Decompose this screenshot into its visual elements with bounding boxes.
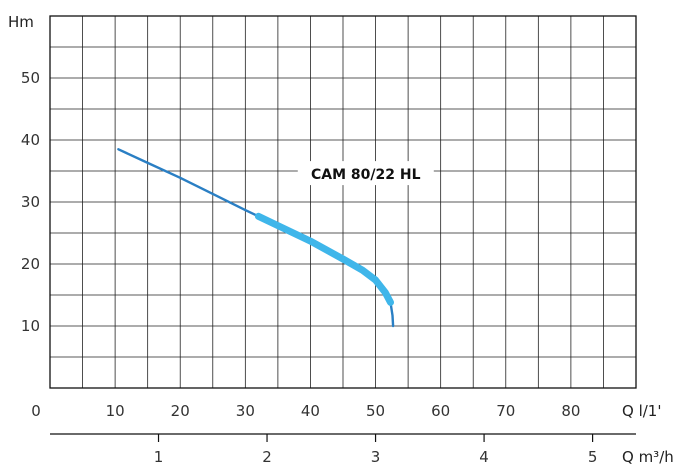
x2-tick-label: 4 bbox=[479, 448, 489, 466]
x-tick-label: 60 bbox=[431, 402, 450, 420]
x-tick-label: 40 bbox=[301, 402, 320, 420]
y-axis-title: Hm bbox=[8, 13, 34, 31]
label-layer: Hm 10 20 30 40 50 0 10 20 30 40 50 60 70 80 Q l/1' 1 2 3 4 5… bbox=[8, 13, 674, 466]
y-tick-label: 20 bbox=[21, 255, 40, 273]
x-tick-label: 30 bbox=[236, 402, 255, 420]
x-tick-label: 0 bbox=[31, 402, 41, 420]
x2-tick-label: 1 bbox=[154, 448, 164, 466]
x2-tick-label: 2 bbox=[262, 448, 272, 466]
x-tick-label: 70 bbox=[496, 402, 515, 420]
x-tick-label: 10 bbox=[106, 402, 125, 420]
y-tick-label: 10 bbox=[21, 317, 40, 335]
y-tick-label: 30 bbox=[21, 193, 40, 211]
series-marks bbox=[117, 148, 395, 328]
x-tick-label: 80 bbox=[561, 402, 580, 420]
secondary-x-tick-marks bbox=[157, 434, 594, 442]
y-tick-label: 40 bbox=[21, 131, 40, 149]
plot-frame bbox=[49, 15, 637, 389]
y-tick-label: 50 bbox=[21, 69, 40, 87]
annotation-box bbox=[297, 161, 434, 186]
x2-axis-title: Q m³/h bbox=[622, 448, 674, 466]
working-range-highlight bbox=[254, 212, 394, 306]
series-label: CAM 80/22 HL bbox=[311, 167, 421, 183]
x2-tick-label: 3 bbox=[371, 448, 381, 466]
x2-tick-label: 5 bbox=[588, 448, 598, 466]
x-tick-label: 50 bbox=[366, 402, 385, 420]
grid bbox=[50, 16, 636, 388]
x-tick-label: 20 bbox=[171, 402, 190, 420]
x-axis-title: Q l/1' bbox=[622, 402, 661, 420]
